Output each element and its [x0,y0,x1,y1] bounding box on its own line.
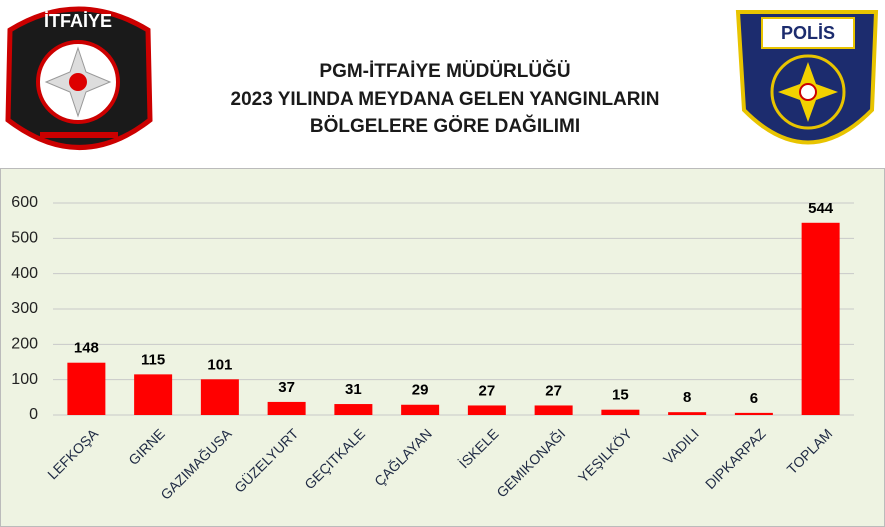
bar [267,401,306,415]
y-tick-label: 100 [11,371,38,388]
value-label: 544 [808,200,834,217]
value-label: 27 [545,382,562,399]
fire-logo [5,6,153,150]
bar [401,404,440,415]
value-label: 8 [683,389,691,406]
bar [467,405,506,415]
police-logo [735,10,879,145]
chart-title: 2023 YILINDA MEYDANA GELEN YANGINLARIN [231,89,660,110]
value-label: 27 [479,382,496,399]
y-tick-label: 400 [11,265,38,282]
value-label: 29 [412,382,429,399]
bar [601,409,640,415]
bar [668,412,707,415]
police-logo-text: POLİS [781,23,835,43]
value-label: 37 [278,379,295,396]
y-tick-label: 200 [11,336,38,353]
value-label: 101 [207,356,232,373]
bar [734,412,773,415]
bar [801,222,840,415]
chart-title: BÖLGELERE GÖRE DAĞILIMI [310,115,580,137]
bar [334,404,373,415]
bar [534,405,573,415]
chart-area [0,168,885,527]
y-tick-label: 0 [29,406,38,423]
bar [200,379,239,415]
chart-title: PGM-İTFAİYE MÜDÜRLÜĞÜ [319,60,570,82]
bar [67,362,106,415]
y-tick-label: 600 [11,194,38,211]
value-label: 148 [74,340,99,357]
value-label: 31 [345,381,362,398]
value-label: 115 [141,351,165,368]
fire-logo-text: İTFAİYE [44,11,112,31]
bar [134,374,173,415]
y-tick-label: 500 [11,230,38,247]
value-label: 15 [612,387,629,404]
y-tick-label: 300 [11,300,38,317]
value-label: 6 [750,390,758,407]
